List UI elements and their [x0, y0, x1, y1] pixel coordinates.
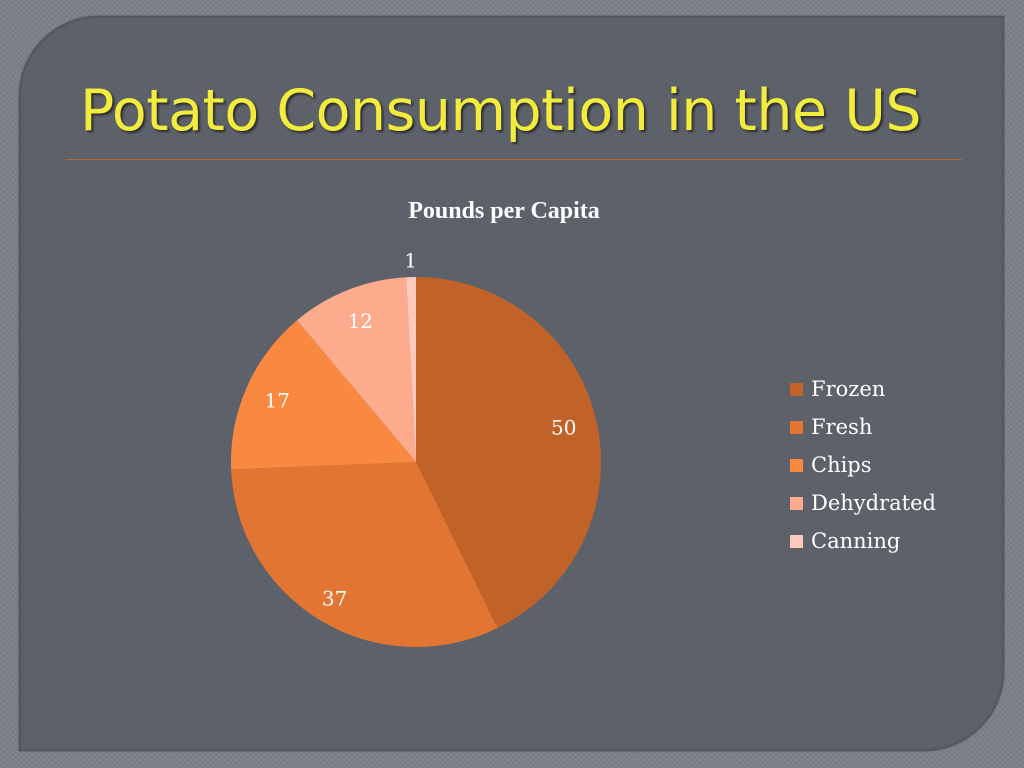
data-label-frozen: 50 [551, 416, 576, 440]
legend-item-chips: Chips [790, 446, 936, 484]
legend-swatch-dehydrated [790, 496, 803, 510]
legend-label-fresh: Fresh [811, 415, 873, 439]
legend-label-chips: Chips [811, 453, 872, 477]
legend-swatch-canning [790, 534, 803, 548]
pie-slice-dehydrated [297, 277, 416, 462]
legend-item-dehydrated: Dehydrated [790, 484, 936, 522]
legend-swatch-chips [790, 458, 803, 472]
legend-item-canning: Canning [790, 522, 936, 560]
legend-swatch-fresh [790, 420, 803, 434]
legend-label-canning: Canning [811, 529, 901, 553]
title-divider [66, 159, 962, 160]
pie-slice-chips [231, 320, 416, 470]
data-label-canning: 1 [404, 248, 417, 272]
data-label-dehydrated: 12 [348, 309, 373, 333]
slide-title: Potato Consumption in the US [80, 78, 922, 144]
legend-swatch-frozen [790, 382, 803, 396]
pie-slice-canning [406, 277, 416, 462]
pie-slice-fresh [231, 462, 498, 648]
pie-slices [231, 277, 601, 648]
legend-label-frozen: Frozen [811, 377, 886, 401]
chart-title: Pounds per Capita [408, 198, 600, 224]
legend-item-frozen: Frozen [790, 370, 936, 408]
data-label-fresh: 37 [322, 587, 347, 611]
pie-data-labels: 50 37 17 12 1 [265, 248, 577, 610]
pie-slice-frozen [416, 277, 601, 629]
data-label-chips: 17 [265, 389, 290, 413]
legend-item-fresh: Fresh [790, 408, 936, 446]
legend-label-dehydrated: Dehydrated [811, 491, 936, 515]
chart-legend: Frozen Fresh Chips Dehydrated Canning [790, 370, 936, 560]
